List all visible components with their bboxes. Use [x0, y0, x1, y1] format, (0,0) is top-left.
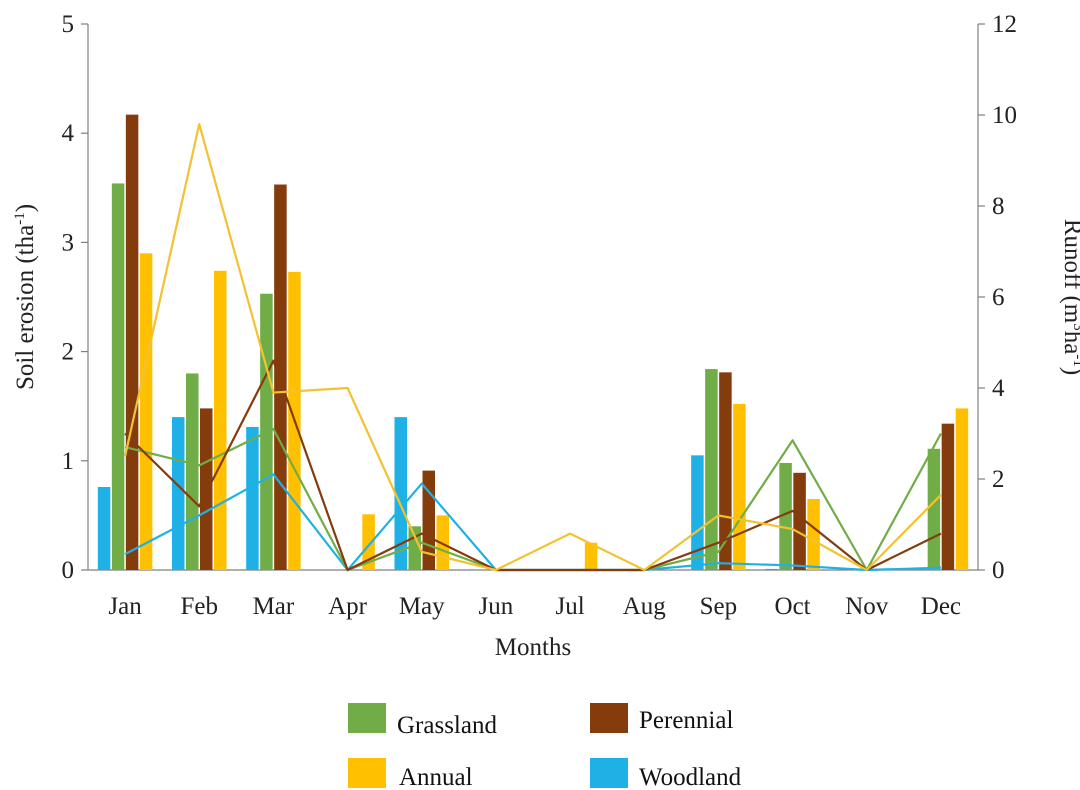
y2-tick-label-2: 2	[992, 466, 1005, 493]
bar-marks	[97, 114, 969, 571]
y-tick-label-4: 4	[62, 120, 75, 147]
x-tick-label-feb: Feb	[181, 593, 219, 620]
bar-grassland-may	[408, 526, 421, 570]
y2-tick-label-6: 6	[992, 284, 1005, 311]
y2-axis-title-p1: 3	[1070, 323, 1080, 331]
bar-annual-feb	[214, 270, 227, 570]
legend-label-woodland: Woodland	[639, 764, 742, 790]
legend-swatch-woodland	[590, 758, 628, 788]
y2-axis-title: Runoff (m3ha-1)	[1059, 219, 1080, 375]
y2-tick-label-10: 10	[992, 102, 1017, 129]
bar-grassland-jan	[111, 183, 125, 570]
y2-tick-label-8: 8	[992, 193, 1005, 220]
legend: Grassland Perennial Annual Woodland	[348, 703, 742, 790]
y2-tick-label-12: 12	[992, 11, 1017, 38]
bar-perennial-feb	[200, 408, 213, 570]
y2-tick-label-0: 0	[992, 557, 1005, 584]
bar-annual-apr	[362, 514, 375, 570]
bar-perennial-oct	[793, 472, 806, 570]
x-tick-label-nov: Nov	[845, 593, 889, 620]
bar-woodland-feb	[172, 417, 185, 570]
x-tick-label-sep: Sep	[700, 593, 738, 620]
y-axis-title-main: Soil erosion (tha	[12, 225, 39, 390]
bar-annual-jul	[584, 542, 598, 570]
runoff-line-perennial	[124, 359, 942, 572]
y-axis-title-sup: -1	[12, 212, 28, 225]
bar-woodland-oct	[765, 568, 778, 570]
y2-axis-title-p3: -1	[1070, 354, 1080, 367]
bar-grassland-sep	[705, 369, 718, 570]
legend-label-perennial: Perennial	[639, 707, 733, 734]
x-tick-label-jul: Jul	[555, 593, 584, 620]
y-tick-label-0: 0	[62, 557, 75, 584]
x-tick-label-jan: Jan	[108, 593, 142, 620]
legend-swatch-perennial	[590, 703, 628, 733]
bar-annual-dec	[955, 408, 969, 570]
x-tick-label-jun: Jun	[479, 593, 514, 620]
bar-perennial-dec	[941, 423, 955, 570]
y-tick-label-3: 3	[62, 229, 75, 256]
legend-swatch-annual	[348, 758, 386, 788]
legend-label-annual: Annual	[399, 764, 473, 790]
bar-grassland-feb	[186, 373, 199, 570]
bar-woodland-may	[394, 417, 407, 570]
bar-perennial-sep	[719, 372, 732, 570]
bar-annual-jan	[139, 253, 153, 570]
bar-grassland-dec	[927, 448, 941, 570]
bar-grassland-oct	[779, 462, 792, 570]
legend-swatch-grassland	[348, 703, 386, 733]
bar-woodland-mar	[246, 426, 259, 570]
y-axis-title: Soil erosion (tha-1)	[12, 204, 39, 390]
x-tick-label-oct: Oct	[775, 593, 811, 620]
legend-label-grassland: Grassland	[397, 712, 497, 739]
y-tick-label-5: 5	[62, 11, 75, 38]
y-axis-title-end: )	[12, 204, 39, 212]
x-tick-label-may: May	[399, 593, 445, 620]
runoff-line-annual	[124, 122, 942, 572]
x-tick-label-dec: Dec	[921, 593, 961, 620]
x-axis-title: Months	[495, 634, 571, 661]
y2-tick-label-4: 4	[992, 375, 1005, 402]
bar-annual-sep	[733, 404, 746, 570]
bar-woodland-jan	[97, 487, 111, 570]
bar-perennial-jan	[125, 114, 139, 571]
y-tick-label-2: 2	[62, 339, 75, 366]
x-tick-label-apr: Apr	[328, 593, 368, 620]
bar-woodland-sep	[691, 455, 704, 570]
y-tick-label-1: 1	[62, 448, 75, 475]
x-tick-label-mar: Mar	[253, 593, 295, 620]
y2-axis-title-p4: )	[1059, 367, 1080, 375]
y2-axis-title-p2: ha	[1059, 331, 1080, 355]
y2-axis-title-p0: Runoff (m	[1059, 219, 1080, 324]
bar-annual-oct	[807, 499, 820, 570]
line-marks	[124, 122, 942, 572]
x-tick-label-aug: Aug	[623, 593, 667, 620]
